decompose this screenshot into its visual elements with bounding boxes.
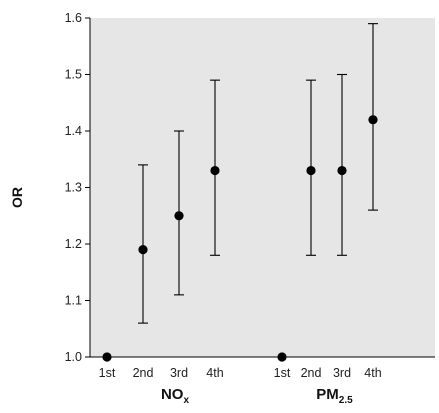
x-tick-label: 4th: [206, 366, 223, 380]
x-axis-labels: 1st 2nd 3rd 4th 1st 2nd 3rd 4th: [99, 366, 382, 380]
x-tick-label: 2nd: [301, 366, 322, 380]
x-tick-label: 1st: [99, 366, 116, 380]
x-tick-label: 3rd: [170, 366, 188, 380]
y-tick-label: 1.5: [65, 68, 82, 82]
plot-background: [90, 18, 435, 357]
or-point: [210, 165, 220, 176]
group-label-main: PM: [316, 386, 339, 403]
or-point: [368, 115, 378, 125]
y-tick-label: 1.4: [65, 124, 82, 138]
y-tick-label: 1.0: [65, 350, 82, 364]
group-label-main: NO: [161, 386, 184, 403]
y-axis-title: OR: [9, 187, 25, 208]
group-labels: NOx PM2.5: [161, 386, 353, 406]
or-point: [337, 165, 347, 176]
y-axis-ticks: 1.0 1.1 1.2 1.3 1.4 1.5 1.6: [65, 11, 90, 364]
or-point: [138, 245, 148, 255]
group-label-subscript: x: [183, 395, 189, 406]
x-tick-label: 1st: [274, 366, 291, 380]
x-tick-label: 2nd: [133, 366, 154, 380]
or-point: [174, 211, 184, 221]
x-tick-label: 3rd: [333, 366, 351, 380]
y-tick-label: 1.6: [65, 11, 82, 25]
y-tick-label: 1.3: [65, 181, 82, 195]
group-label-subscript: 2.5: [339, 395, 353, 406]
x-tick-label: 4th: [364, 366, 381, 380]
y-tick-label: 1.2: [65, 237, 82, 251]
group-label: NOx: [161, 386, 190, 406]
y-tick-label: 1.1: [65, 294, 82, 308]
group-label: PM2.5: [316, 386, 353, 406]
or-point: [306, 165, 316, 176]
